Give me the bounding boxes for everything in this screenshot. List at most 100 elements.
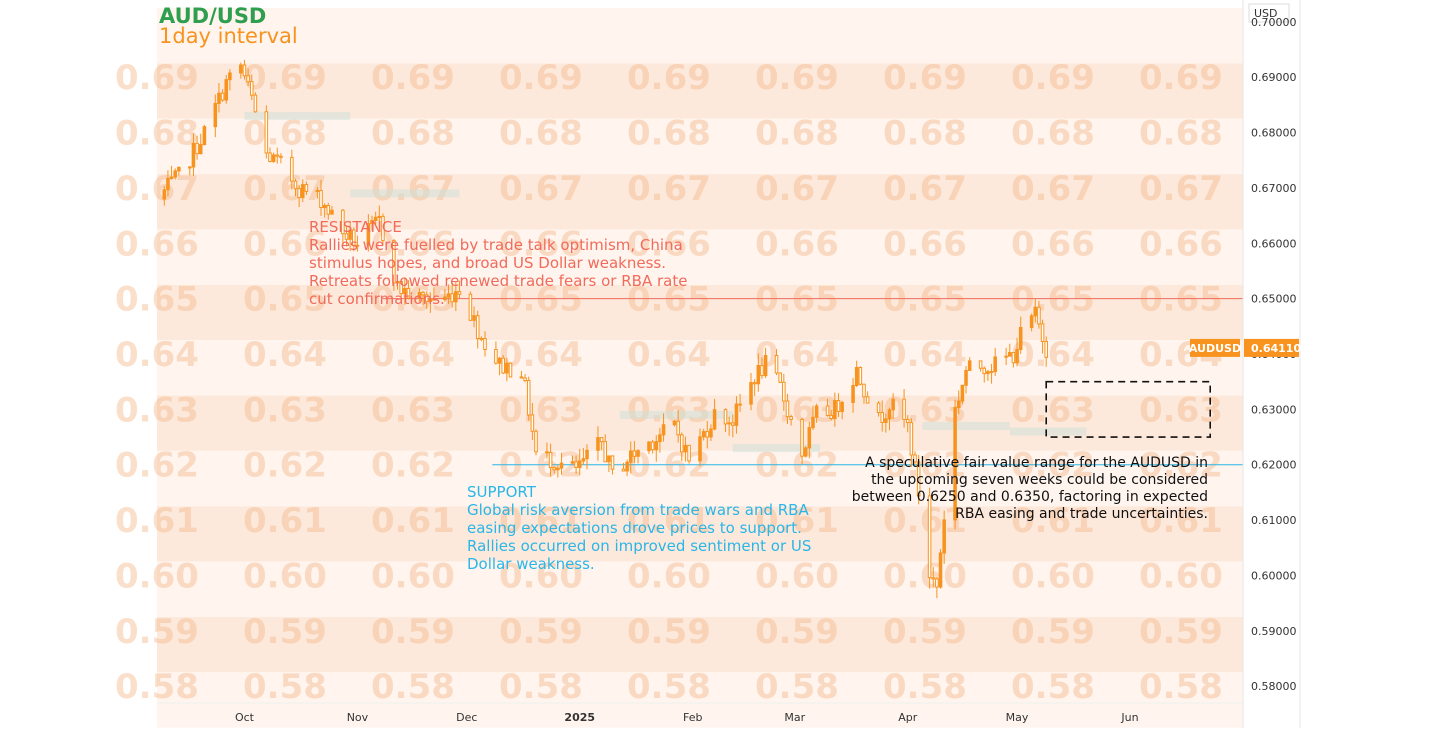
candle[interactable]	[392, 240, 396, 284]
candle[interactable]	[344, 233, 349, 240]
candle[interactable]	[647, 441, 651, 452]
candle[interactable]	[468, 293, 473, 321]
candle[interactable]	[475, 315, 480, 340]
candle[interactable]	[891, 398, 895, 411]
candle[interactable]	[406, 287, 411, 299]
candle[interactable]	[432, 298, 436, 301]
candle[interactable]	[202, 126, 207, 146]
candle[interactable]	[559, 462, 564, 469]
candle[interactable]	[239, 64, 243, 74]
candle[interactable]	[763, 354, 768, 377]
candle[interactable]	[749, 382, 753, 405]
candle[interactable]	[366, 223, 371, 246]
candle[interactable]	[599, 437, 604, 443]
candle[interactable]	[279, 155, 283, 158]
candle[interactable]	[530, 414, 535, 432]
candle[interactable]	[851, 384, 855, 403]
candle[interactable]	[268, 152, 272, 162]
candle[interactable]	[650, 441, 655, 451]
candle[interactable]	[610, 455, 615, 470]
candle[interactable]	[833, 400, 837, 419]
candle[interactable]	[778, 372, 782, 383]
candle[interactable]	[986, 371, 990, 375]
candle[interactable]	[173, 170, 177, 178]
candle[interactable]	[752, 382, 757, 385]
candle[interactable]	[574, 461, 578, 468]
candle[interactable]	[293, 180, 298, 190]
candle[interactable]	[395, 280, 400, 284]
candle[interactable]	[712, 409, 717, 430]
candle[interactable]	[290, 156, 294, 182]
candle[interactable]	[654, 441, 659, 451]
candle[interactable]	[811, 416, 815, 429]
candle[interactable]	[352, 229, 356, 246]
candle[interactable]	[1004, 355, 1008, 358]
candle[interactable]	[1011, 352, 1016, 364]
candle[interactable]	[727, 422, 731, 425]
candle[interactable]	[982, 367, 987, 375]
candle[interactable]	[902, 398, 906, 420]
candle[interactable]	[253, 94, 258, 113]
candle[interactable]	[162, 189, 167, 200]
candle[interactable]	[756, 364, 761, 385]
candle[interactable]	[1040, 323, 1045, 342]
candle[interactable]	[876, 402, 881, 414]
candle[interactable]	[942, 519, 946, 554]
candle[interactable]	[1029, 315, 1034, 328]
candle[interactable]	[956, 400, 961, 409]
candle[interactable]	[424, 294, 429, 302]
candle[interactable]	[935, 578, 939, 588]
candle[interactable]	[840, 401, 844, 412]
candle[interactable]	[687, 444, 691, 462]
candle[interactable]	[403, 287, 407, 295]
candle[interactable]	[581, 458, 586, 462]
candle[interactable]	[534, 430, 538, 453]
candle[interactable]	[774, 354, 779, 374]
candle[interactable]	[585, 449, 589, 460]
candle[interactable]	[676, 420, 680, 436]
candle[interactable]	[625, 461, 629, 472]
candle[interactable]	[938, 552, 943, 588]
candle[interactable]	[220, 92, 225, 101]
candle[interactable]	[636, 450, 640, 457]
candle[interactable]	[166, 177, 170, 191]
candle[interactable]	[621, 468, 626, 472]
candle[interactable]	[446, 293, 451, 298]
candle[interactable]	[322, 205, 327, 209]
candle[interactable]	[228, 72, 232, 81]
candle[interactable]	[658, 434, 662, 443]
candle[interactable]	[603, 441, 608, 463]
candle[interactable]	[680, 434, 684, 453]
candle[interactable]	[479, 337, 484, 340]
candle[interactable]	[836, 400, 841, 412]
candle[interactable]	[632, 450, 637, 457]
candle[interactable]	[169, 176, 174, 179]
candle[interactable]	[501, 357, 505, 374]
candles[interactable]	[162, 59, 1048, 599]
candle[interactable]	[399, 280, 403, 295]
candle[interactable]	[275, 154, 280, 157]
candle[interactable]	[723, 409, 728, 425]
candle[interactable]	[865, 396, 870, 404]
candle[interactable]	[341, 209, 345, 235]
candle[interactable]	[1037, 306, 1041, 325]
candle[interactable]	[1018, 326, 1023, 350]
candle[interactable]	[1044, 340, 1048, 358]
candle[interactable]	[428, 298, 433, 302]
candle[interactable]	[556, 467, 560, 471]
candle[interactable]	[701, 431, 706, 438]
candle[interactable]	[330, 209, 334, 215]
candle[interactable]	[960, 384, 965, 402]
candle[interactable]	[545, 451, 549, 454]
candle[interactable]	[508, 362, 513, 378]
candle[interactable]	[916, 461, 921, 497]
candle[interactable]	[1033, 306, 1038, 317]
candle[interactable]	[570, 461, 575, 464]
candle[interactable]	[523, 377, 527, 382]
candle[interactable]	[319, 189, 323, 209]
candle[interactable]	[931, 577, 936, 580]
candle[interactable]	[738, 403, 742, 406]
candle[interactable]	[628, 450, 633, 463]
candle[interactable]	[213, 102, 218, 128]
candle[interactable]	[326, 205, 331, 215]
